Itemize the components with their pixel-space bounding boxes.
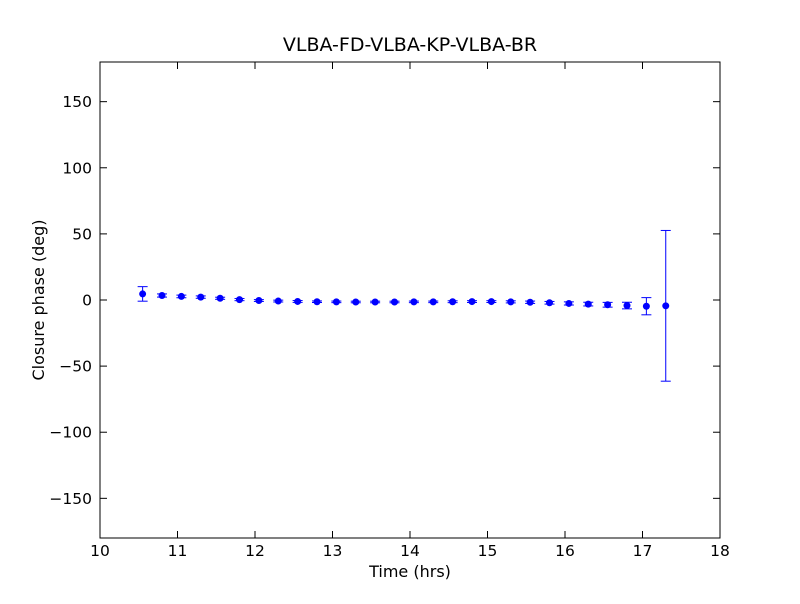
data-point — [391, 298, 398, 306]
data-point — [487, 298, 495, 306]
data-point — [662, 302, 670, 310]
data-point — [313, 298, 321, 306]
data-point — [546, 299, 553, 307]
data-point — [352, 298, 360, 306]
data-point — [274, 297, 282, 305]
data-point — [236, 296, 243, 304]
x-tick-label: 12 — [245, 542, 265, 560]
data-point — [332, 298, 340, 306]
data-point — [507, 298, 515, 306]
y-tick-label: −50 — [59, 358, 92, 376]
data-point — [623, 302, 631, 310]
x-tick-label: 15 — [478, 542, 498, 560]
plot-frame — [99, 61, 721, 539]
y-tick-label: 50 — [72, 225, 92, 243]
data-point — [410, 298, 418, 306]
data-point — [177, 292, 185, 300]
x-tick-label: 17 — [633, 542, 653, 560]
data-point — [294, 297, 302, 305]
data-point — [197, 293, 205, 301]
data-point — [371, 298, 379, 306]
x-tick-label: 10 — [90, 542, 110, 560]
x-tick-label: 18 — [710, 542, 730, 560]
data-point — [139, 290, 147, 298]
x-tick-label: 14 — [400, 542, 420, 560]
data-point — [468, 298, 476, 306]
data-point — [565, 299, 573, 307]
data-point — [429, 298, 437, 306]
data-point — [584, 300, 592, 308]
data-point — [604, 301, 612, 309]
data-point — [449, 298, 457, 306]
y-tick-label: 0 — [82, 292, 92, 310]
plot-title: VLBA-FD-VLBA-KP-VLBA-BR — [283, 34, 537, 56]
x-axis-label: Time (hrs) — [368, 562, 451, 581]
data-point — [216, 294, 224, 302]
plot-generated-layer: 10 11 12 13 14 15 16 17 18 −150 −100 −50 0 50 100 150 — [49, 61, 730, 560]
data-point — [526, 298, 534, 306]
y-tick-label: 100 — [62, 159, 92, 177]
y-tick-label: 150 — [62, 93, 92, 111]
data-point — [255, 297, 263, 305]
data-point — [158, 292, 166, 300]
y-tick-label: −100 — [49, 424, 92, 442]
data-point — [642, 302, 650, 310]
x-tick-label: 11 — [168, 542, 188, 560]
x-tick-label: 16 — [555, 542, 575, 560]
y-tick-label: −150 — [49, 490, 92, 508]
x-tick-label: 13 — [323, 542, 343, 560]
y-axis-label: Closure phase (deg) — [29, 219, 48, 380]
